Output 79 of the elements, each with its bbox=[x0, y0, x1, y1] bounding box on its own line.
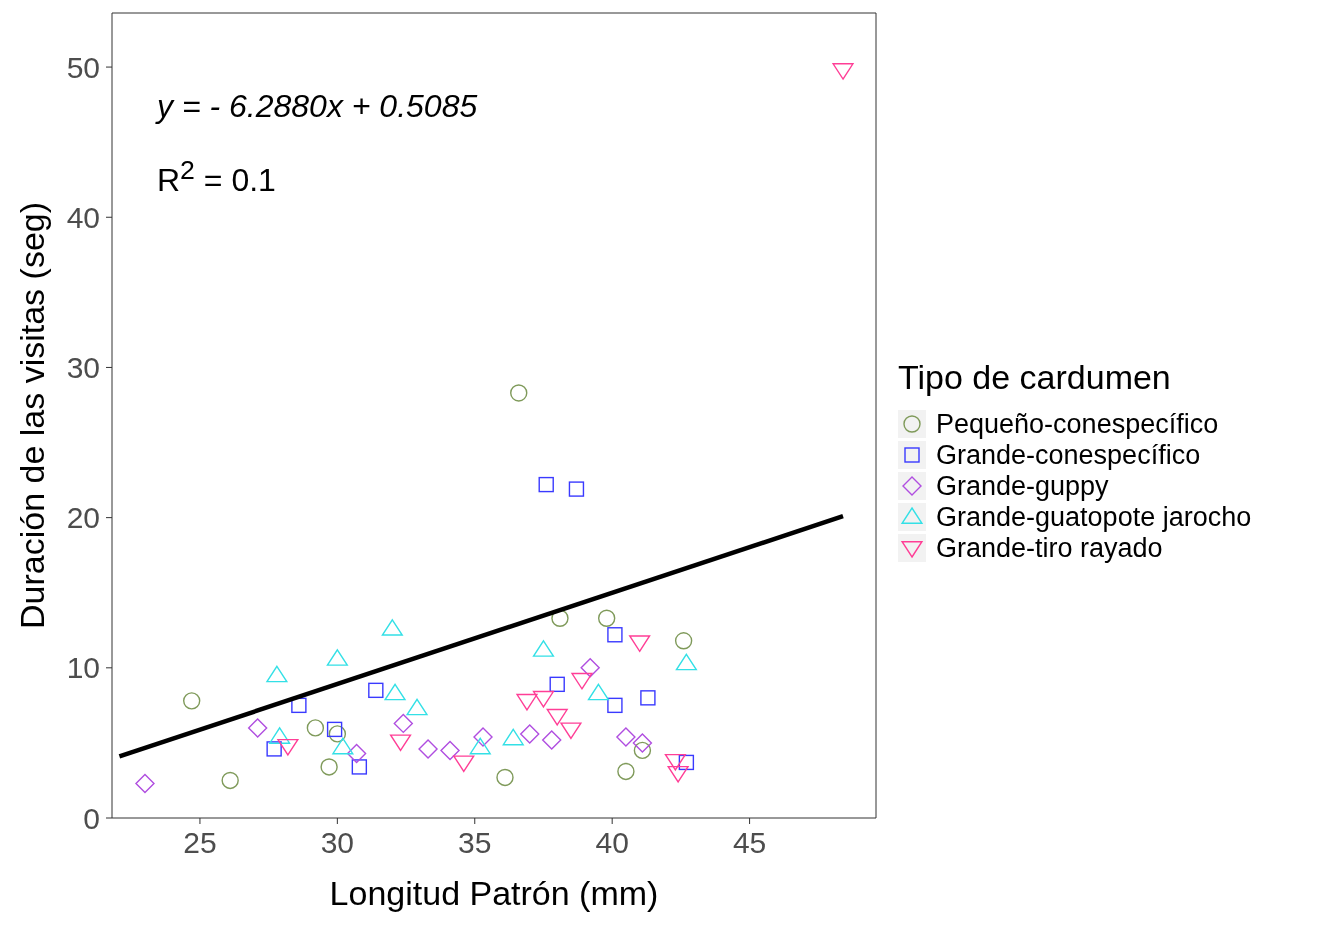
point bbox=[393, 713, 414, 734]
point bbox=[832, 63, 854, 80]
point bbox=[538, 476, 554, 493]
point bbox=[633, 741, 652, 760]
x-tick-label: 35 bbox=[458, 826, 492, 860]
y-tick-label: 10 bbox=[66, 651, 100, 685]
y-tick-label: 40 bbox=[66, 200, 100, 234]
legend-label: Pequeño-conespecífico bbox=[936, 408, 1219, 440]
x-tick-label: 40 bbox=[595, 826, 629, 860]
point bbox=[616, 727, 636, 747]
point bbox=[675, 653, 697, 671]
point bbox=[667, 765, 689, 783]
annotation: R$^{2}$ = 0.1 bbox=[157, 155, 276, 198]
point bbox=[351, 759, 368, 775]
legend-label: Grande-guatopote jarocho bbox=[936, 501, 1252, 533]
point bbox=[326, 721, 343, 738]
point bbox=[520, 724, 540, 744]
point bbox=[496, 768, 514, 787]
point bbox=[587, 683, 610, 701]
point bbox=[607, 697, 623, 714]
point bbox=[617, 762, 635, 781]
legend-title: Tipo de cardumen bbox=[898, 357, 1172, 397]
point bbox=[247, 718, 268, 738]
point bbox=[381, 619, 403, 636]
x-tick-label: 30 bbox=[320, 826, 355, 860]
point bbox=[549, 676, 565, 693]
point bbox=[320, 758, 338, 776]
y-tick-label: 30 bbox=[66, 351, 100, 385]
point bbox=[502, 728, 524, 746]
point bbox=[568, 481, 585, 497]
point bbox=[418, 739, 438, 759]
point bbox=[384, 683, 406, 701]
point bbox=[632, 733, 653, 753]
point bbox=[607, 627, 623, 643]
y-tick-label: 20 bbox=[66, 501, 100, 535]
point bbox=[183, 692, 201, 710]
point bbox=[332, 737, 354, 755]
point bbox=[440, 740, 460, 761]
point bbox=[678, 754, 695, 771]
point bbox=[328, 725, 347, 743]
y-tick-label: 50 bbox=[66, 50, 100, 84]
point bbox=[571, 672, 593, 690]
point bbox=[453, 755, 475, 773]
annotation: y = - 6.2880x + 0.5085 bbox=[157, 88, 478, 124]
legend-label: Grande-tiro rayado bbox=[936, 532, 1163, 564]
y-axis-title: Duración de las visitas (seg) bbox=[13, 201, 52, 630]
point bbox=[306, 719, 325, 737]
point bbox=[560, 722, 582, 740]
point bbox=[510, 384, 528, 402]
point bbox=[629, 635, 651, 652]
point bbox=[266, 741, 282, 757]
point bbox=[469, 737, 491, 755]
legend-label: Grande-conespecífico bbox=[936, 439, 1201, 471]
point bbox=[135, 773, 155, 794]
point bbox=[277, 738, 299, 756]
point bbox=[516, 693, 538, 711]
point bbox=[597, 609, 616, 627]
x-axis-title: Longitud Patrón (mm) bbox=[329, 874, 659, 912]
legend-label: Grande-guppy bbox=[936, 470, 1109, 502]
point bbox=[674, 632, 693, 650]
point bbox=[346, 743, 367, 764]
point bbox=[266, 665, 288, 683]
point bbox=[640, 690, 656, 706]
point bbox=[532, 690, 555, 708]
point bbox=[368, 682, 384, 699]
point bbox=[406, 698, 428, 716]
point bbox=[664, 753, 686, 771]
point bbox=[546, 708, 568, 726]
point bbox=[542, 730, 562, 750]
y-tick-label: 0 bbox=[83, 801, 100, 835]
point bbox=[532, 640, 555, 657]
x-tick-label: 25 bbox=[183, 826, 217, 860]
point bbox=[473, 727, 493, 747]
point bbox=[221, 771, 239, 790]
x-tick-label: 45 bbox=[732, 826, 767, 860]
point bbox=[326, 649, 348, 666]
point bbox=[269, 727, 291, 744]
point bbox=[580, 658, 600, 678]
point bbox=[389, 734, 412, 752]
